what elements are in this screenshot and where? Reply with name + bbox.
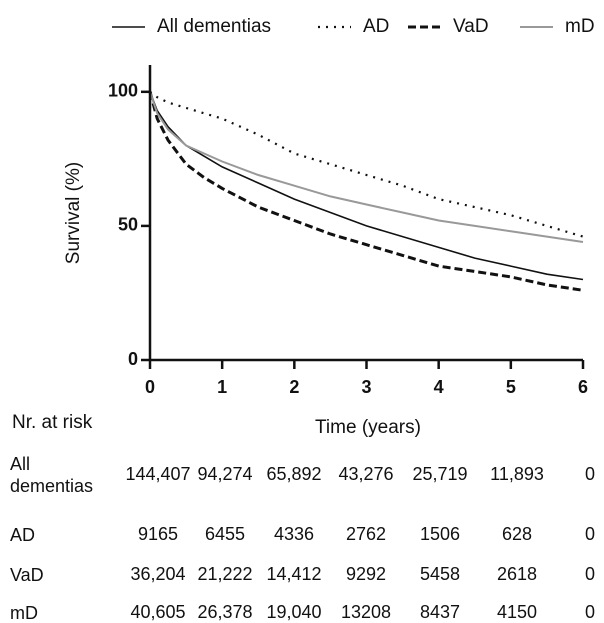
x-tick-label: 3: [361, 377, 371, 397]
risk-count: 8437: [420, 602, 460, 622]
risk-count: 65,892: [266, 464, 321, 484]
risk-count: 5458: [420, 564, 460, 584]
survival-curve: [149, 91, 584, 281]
risk-count: 21,222: [197, 564, 252, 584]
survival-curve: [148, 91, 584, 292]
risk-row-label: VaD: [10, 565, 44, 585]
risk-count: 1506: [420, 524, 460, 544]
risk-count: 25,719: [412, 464, 467, 484]
risk-row-label: mD: [10, 603, 38, 623]
risk-row-label: All dementias: [10, 454, 94, 496]
y-tick-label: 50: [118, 215, 138, 235]
risk-count: 4150: [497, 602, 537, 622]
x-tick-label: 6: [578, 377, 588, 397]
risk-table-title: Nr. at risk: [12, 412, 93, 433]
x-tick-label: 1: [217, 377, 227, 397]
risk-count: 2618: [497, 564, 537, 584]
risk-count: 6455: [205, 524, 245, 544]
legend-label: AD: [363, 16, 389, 37]
x-axis-label: Time (years): [315, 417, 421, 438]
risk-count: 2762: [346, 524, 386, 544]
risk-count: 14,412: [266, 564, 321, 584]
risk-count: 0: [585, 564, 595, 584]
risk-count: 36,204: [130, 564, 185, 584]
y-tick-label: 0: [128, 349, 138, 369]
risk-count: 19,040: [266, 602, 321, 622]
y-tick-label: 100: [108, 81, 138, 101]
x-tick-label: 4: [434, 377, 444, 397]
risk-count: 43,276: [338, 464, 393, 484]
legend-label: VaD: [453, 16, 489, 37]
risk-count: 4336: [274, 524, 314, 544]
legend-label: mD: [565, 16, 595, 37]
x-tick-label: 0: [145, 377, 155, 397]
risk-row-label: AD: [10, 525, 36, 545]
risk-count: 0: [585, 524, 595, 544]
risk-count: 628: [502, 524, 532, 544]
x-tick-label: 5: [506, 377, 516, 397]
legend-label: All dementias: [157, 16, 271, 37]
survival-curve: [149, 90, 584, 238]
risk-count: 11,893: [490, 464, 544, 484]
risk-count: 0: [585, 464, 595, 484]
risk-count: 9292: [346, 564, 386, 584]
risk-count: 9165: [138, 524, 178, 544]
risk-count: 144,407: [125, 464, 190, 484]
risk-count: 40,605: [130, 602, 185, 622]
risk-count: 13208: [341, 602, 391, 622]
survival-curve: [149, 91, 584, 243]
risk-count: 0: [585, 602, 595, 622]
x-tick-label: 2: [289, 377, 299, 397]
y-axis-label: Survival (%): [63, 162, 84, 264]
risk-count: 94,274: [197, 464, 252, 484]
risk-count: 26,378: [197, 602, 252, 622]
